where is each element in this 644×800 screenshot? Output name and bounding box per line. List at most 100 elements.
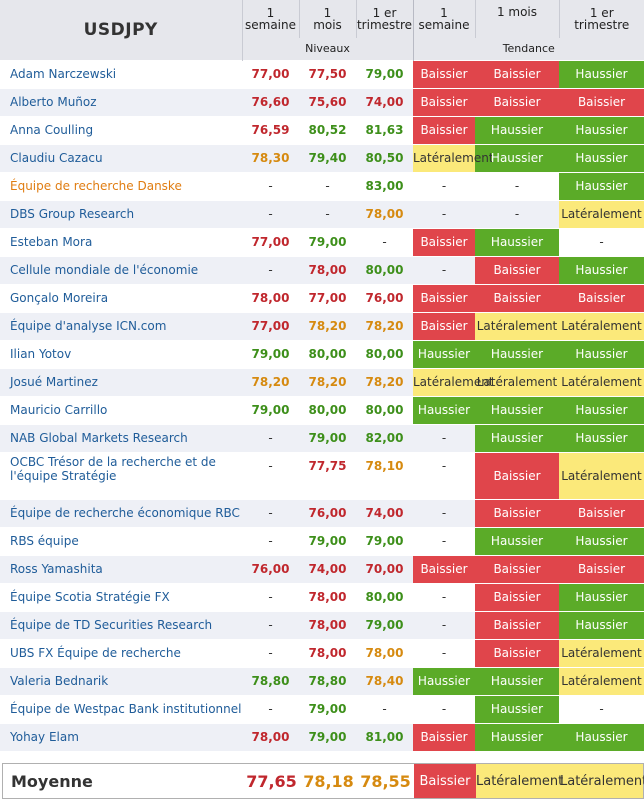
analyst-name-link[interactable]: Alberto Muñoz xyxy=(0,87,242,116)
level-1-week: - xyxy=(242,498,299,527)
analyst-name-link[interactable]: Josué Martinez xyxy=(0,367,242,396)
trend-1-quarter: Latéralement xyxy=(559,367,644,396)
level-1-month: 78,20 xyxy=(299,367,356,396)
trend-1-month: Baissier xyxy=(475,59,559,88)
trend-1-month: Haussier xyxy=(475,339,559,368)
analyst-name-link[interactable]: Équipe de recherche économique RBC xyxy=(0,498,242,527)
table-row: Équipe de recherche Danske - -83,00- - Hauss… xyxy=(0,171,644,200)
level-1-week: 76,59 xyxy=(242,115,299,144)
trend-1-week: - xyxy=(413,638,475,667)
average-trend-1-quarter: Latéralement xyxy=(560,764,644,798)
level-1-quarter: 78,20 xyxy=(356,367,413,396)
header-level-1-month[interactable]: 1 mois xyxy=(298,0,356,38)
trend-1-week: - xyxy=(413,171,475,200)
level-1-week: 76,00 xyxy=(242,554,299,583)
level-1-week: 78,30 xyxy=(242,143,299,172)
analyst-name-link[interactable]: DBS Group Research xyxy=(0,199,242,228)
level-1-week: - xyxy=(242,526,299,555)
analyst-name-link[interactable]: Valeria Bednarik xyxy=(0,666,242,695)
trend-1-week: - xyxy=(413,199,475,228)
level-1-month: 80,00 xyxy=(299,339,356,368)
analyst-name-link[interactable]: Adam Narczewski xyxy=(0,59,242,88)
trend-1-quarter: - xyxy=(559,227,644,256)
level-1-month: 79,00 xyxy=(299,526,356,555)
analyst-name-link[interactable]: Équipe Scotia Stratégie FX xyxy=(0,582,242,611)
analyst-name-link[interactable]: Ilian Yotov xyxy=(0,339,242,368)
level-1-week: 77,00 xyxy=(242,227,299,256)
header-trend-1-quarter[interactable]: 1 er trimestre xyxy=(558,0,644,38)
analyst-name-link[interactable]: NAB Global Markets Research xyxy=(0,423,242,452)
level-1-quarter: 74,00 xyxy=(356,498,413,527)
analyst-name-link[interactable]: OCBC Trésor de la recherche et de l'équi… xyxy=(0,451,242,499)
average-trend-1-week: Baissier xyxy=(414,764,476,798)
trend-1-month: Latéralement xyxy=(475,367,559,396)
trend-1-week: - xyxy=(413,255,475,284)
analyst-name-link[interactable]: Yohay Elam xyxy=(0,722,242,751)
analyst-name-link[interactable]: Claudiu Cazacu xyxy=(0,143,242,172)
level-1-quarter: 80,00 xyxy=(356,395,413,424)
level-1-month: 80,00 xyxy=(299,395,356,424)
level-1-quarter: 80,50 xyxy=(356,143,413,172)
level-1-week: 78,80 xyxy=(242,666,299,695)
table-row: UBS FX Équipe de recherche -78,00 78,00- Ba… xyxy=(0,638,644,667)
trend-1-quarter: Haussier xyxy=(559,171,644,200)
trend-1-month: Haussier xyxy=(475,423,559,452)
trend-1-month: Haussier xyxy=(475,227,559,256)
level-1-quarter: 78,40 xyxy=(356,666,413,695)
level-1-month: 78,00 xyxy=(299,582,356,611)
analyst-name-link[interactable]: Gonçalo Moreira xyxy=(0,283,242,312)
table-row: DBS Group Research - -78,00- - Latéralement xyxy=(0,199,644,228)
trend-1-month: Haussier xyxy=(475,694,559,723)
trend-1-month: Haussier xyxy=(475,395,559,424)
trend-1-quarter: Baissier xyxy=(559,498,644,527)
level-1-week: - xyxy=(242,638,299,667)
trend-1-week: Latéralement xyxy=(413,143,494,172)
level-1-month: 78,20 xyxy=(299,311,356,340)
header-level-1-quarter[interactable]: 1 er trimestre xyxy=(355,0,413,38)
table-row: Ilian Yotov 79,00 80,00 80,00 Haussier Haussi… xyxy=(0,339,644,368)
trend-1-quarter: Haussier xyxy=(559,143,644,172)
level-1-month: 79,00 xyxy=(299,722,356,751)
analyst-name-link[interactable]: Équipe de Westpac Bank institutionnel xyxy=(0,694,242,723)
header-trend-1-week[interactable]: 1 semaine xyxy=(412,0,475,38)
level-1-quarter: 78,10 xyxy=(356,451,413,499)
level-1-month: - xyxy=(299,199,356,228)
trend-1-month: - xyxy=(475,199,559,228)
trend-1-week: - xyxy=(413,582,475,611)
trend-1-week: Baissier xyxy=(413,722,475,751)
analyst-name-link[interactable]: UBS FX Équipe de recherche xyxy=(0,638,242,667)
analyst-name-link[interactable]: Équipe d'analyse ICN.com xyxy=(0,311,242,340)
table-row: Alberto Muñoz 76,60 75,60 74,00 Baissier Bais… xyxy=(0,87,644,116)
table-row: Équipe de Westpac Bank institutionnel -79… xyxy=(0,694,644,723)
table-row: Gonçalo Moreira 78,00 77,00 76,00 Baissier Ba… xyxy=(0,283,644,312)
analyst-name-link[interactable]: Ross Yamashita xyxy=(0,554,242,583)
trend-1-quarter: Haussier xyxy=(559,722,644,751)
analyst-name-link[interactable]: Mauricio Carrillo xyxy=(0,395,242,424)
analyst-name-link[interactable]: RBS équipe xyxy=(0,526,242,555)
header-level-1-week[interactable]: 1 semaine xyxy=(241,0,299,38)
trend-1-quarter: Haussier xyxy=(559,582,644,611)
trend-1-quarter: Baissier xyxy=(559,554,644,583)
table-row: Claudiu Cazacu 78,30 79,40 80,50 Latéralemen… xyxy=(0,143,644,172)
trend-1-week: - xyxy=(413,451,475,499)
table-row: Yohay Elam 78,00 79,00 81,00 Baissier Haussie… xyxy=(0,722,644,751)
analyst-name-link[interactable]: Esteban Mora xyxy=(0,227,242,256)
header-trend-1-month[interactable]: 1 mois xyxy=(474,0,559,38)
average-level-1-week: 77,65 xyxy=(246,771,297,791)
trend-1-month: - xyxy=(475,171,559,200)
analyst-name-link[interactable]: Anna Coulling xyxy=(0,115,242,144)
analyst-name-link[interactable]: Équipe de recherche Danske xyxy=(0,171,242,200)
analyst-name-link[interactable]: Cellule mondiale de l'économie xyxy=(0,255,242,284)
table-row: Équipe Scotia Stratégie FX -78,00 80,00- Ba… xyxy=(0,582,644,611)
level-1-week: - xyxy=(242,694,299,723)
analyst-name-link[interactable]: Équipe de TD Securities Research xyxy=(0,610,242,639)
trend-1-week: Latéralement xyxy=(413,367,494,396)
trend-1-quarter: Latéralement xyxy=(559,311,644,340)
table-row: RBS équipe -79,00 79,00- Haussier Haussier xyxy=(0,526,644,555)
level-1-quarter: 80,00 xyxy=(356,255,413,284)
forecast-table: USDJPY 1 semaine 1 mois 1 er trimestre 1 sem… xyxy=(0,0,644,751)
trend-1-week: - xyxy=(413,423,475,452)
level-1-week: 79,00 xyxy=(242,339,299,368)
level-1-quarter: 80,00 xyxy=(356,582,413,611)
level-1-week: - xyxy=(242,171,299,200)
